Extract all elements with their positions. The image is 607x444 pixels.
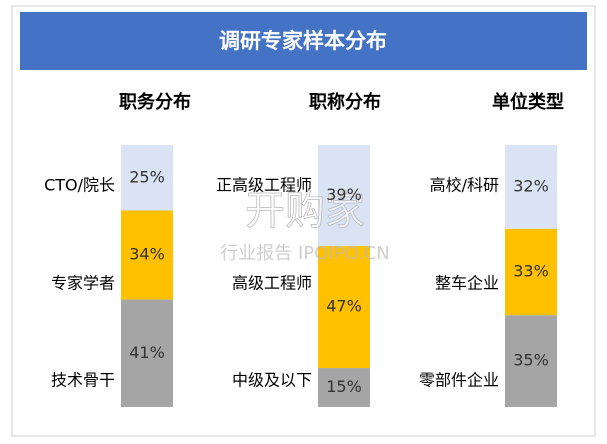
watermark: 行业报告 IPOIPO.CN — [220, 243, 389, 264]
bar-segment — [505, 228, 557, 316]
category-label: 高级工程师 — [232, 274, 312, 293]
category-label: 中级及以下 — [232, 371, 312, 390]
bar-segment — [505, 315, 557, 407]
category-label: 零部件企业 — [419, 371, 499, 390]
value-label: 47% — [326, 297, 362, 316]
bar-segment — [121, 299, 173, 407]
frame — [11, 5, 596, 437]
value-label: 34% — [129, 245, 165, 264]
chart-title: 调研专家样本分布 — [219, 29, 387, 53]
category-label: 高校/科研 — [430, 176, 499, 195]
panel-title: 单位类型 — [492, 91, 564, 113]
bar-segment — [318, 246, 370, 369]
value-label: 41% — [129, 343, 165, 362]
panel-title: 职称分布 — [309, 91, 381, 113]
value-label: 25% — [129, 167, 165, 186]
category-label: 技术骨干 — [51, 371, 115, 390]
value-label: 32% — [513, 176, 549, 195]
watermark: 开购家 — [245, 188, 365, 234]
bar-segment — [505, 145, 557, 229]
title-bar — [20, 12, 587, 70]
panel-title: 职务分布 — [119, 91, 191, 113]
bar-segment — [121, 145, 173, 211]
bar-segment — [318, 368, 370, 407]
category-label: 正高级工程师 — [216, 176, 312, 195]
value-label: 35% — [513, 351, 549, 370]
category-label: 整车企业 — [435, 274, 499, 293]
bar-segment — [121, 210, 173, 300]
category-label: CTO/院长 — [44, 176, 115, 195]
category-label: 专家学者 — [51, 274, 115, 293]
value-label: 15% — [326, 377, 362, 396]
value-label: 39% — [326, 185, 362, 204]
value-label: 33% — [513, 262, 549, 281]
bar-segment — [318, 145, 370, 247]
